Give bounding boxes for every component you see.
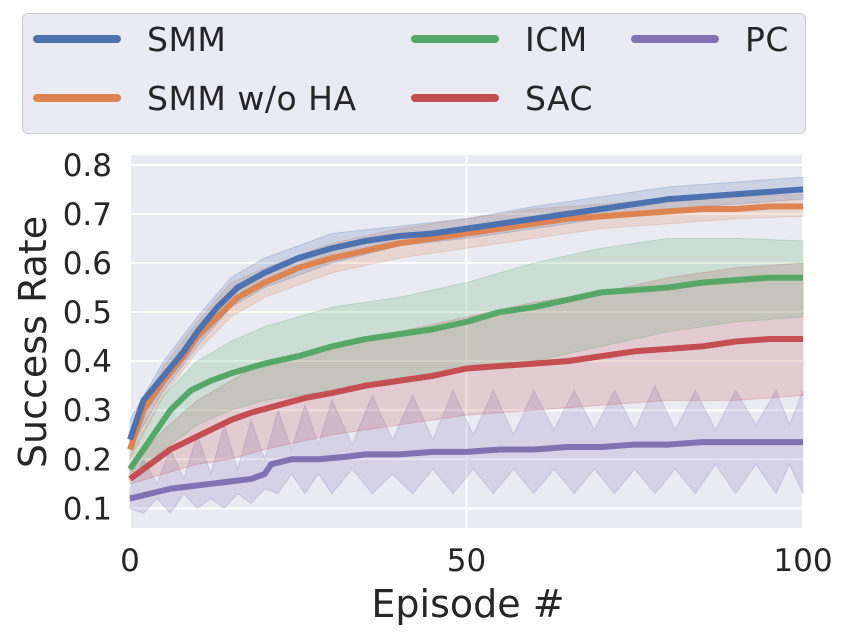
y-tick-label: 0.8 <box>63 148 112 184</box>
legend-item-smm: SMM <box>33 19 226 59</box>
legend-label-smm: SMM <box>147 19 227 59</box>
line-pc <box>129 439 803 502</box>
y-tick-labels: 0.1 0.2 0.3 0.4 0.5 0.6 0.7 0.8 <box>63 148 112 528</box>
legend-item-pc: PC <box>631 19 789 59</box>
legend-item-sac: SAC <box>411 78 593 118</box>
x-tick-label: 50 <box>447 543 486 579</box>
y-tick-label: 0.5 <box>63 295 112 331</box>
legend-swatch-pc <box>631 35 719 43</box>
legend-label-smm-wo-ha: SMM w/o HA <box>147 78 357 118</box>
band-icm <box>129 237 804 481</box>
y-tick-label: 0.7 <box>63 197 112 233</box>
legend-swatch-smm <box>33 35 121 43</box>
x-tick-labels: 0 50 100 <box>120 543 832 579</box>
line-smm <box>127 186 804 441</box>
legend-swatch-smm-wo-ha <box>33 94 121 102</box>
series-lines <box>127 186 804 502</box>
legend-swatch-sac <box>411 94 499 102</box>
y-tick-label: 0.2 <box>63 442 112 478</box>
legend-label-pc: PC <box>745 19 789 59</box>
y-tick-label: 0.6 <box>63 246 112 282</box>
x-tick-label: 0 <box>120 543 140 579</box>
line-sac <box>128 336 803 482</box>
y-tick-label: 0.3 <box>63 393 112 429</box>
legend-swatch-icm <box>411 35 499 43</box>
y-tick-label: 0.4 <box>63 344 112 380</box>
legend-label-icm: ICM <box>525 19 588 59</box>
legend-item-smm-wo-ha: SMM w/o HA <box>33 78 357 118</box>
x-tick-label: 100 <box>773 543 832 579</box>
legend-item-icm: ICM <box>411 19 588 59</box>
line-icm <box>127 274 803 471</box>
legend-label-sac: SAC <box>525 78 594 118</box>
x-axis-label: Episode # <box>371 582 564 626</box>
y-axis-label: Success Rate <box>11 216 55 468</box>
legend: SMM SMM w/o HA ICM SAC PC <box>22 13 806 134</box>
y-tick-label: 0.1 <box>63 491 112 527</box>
